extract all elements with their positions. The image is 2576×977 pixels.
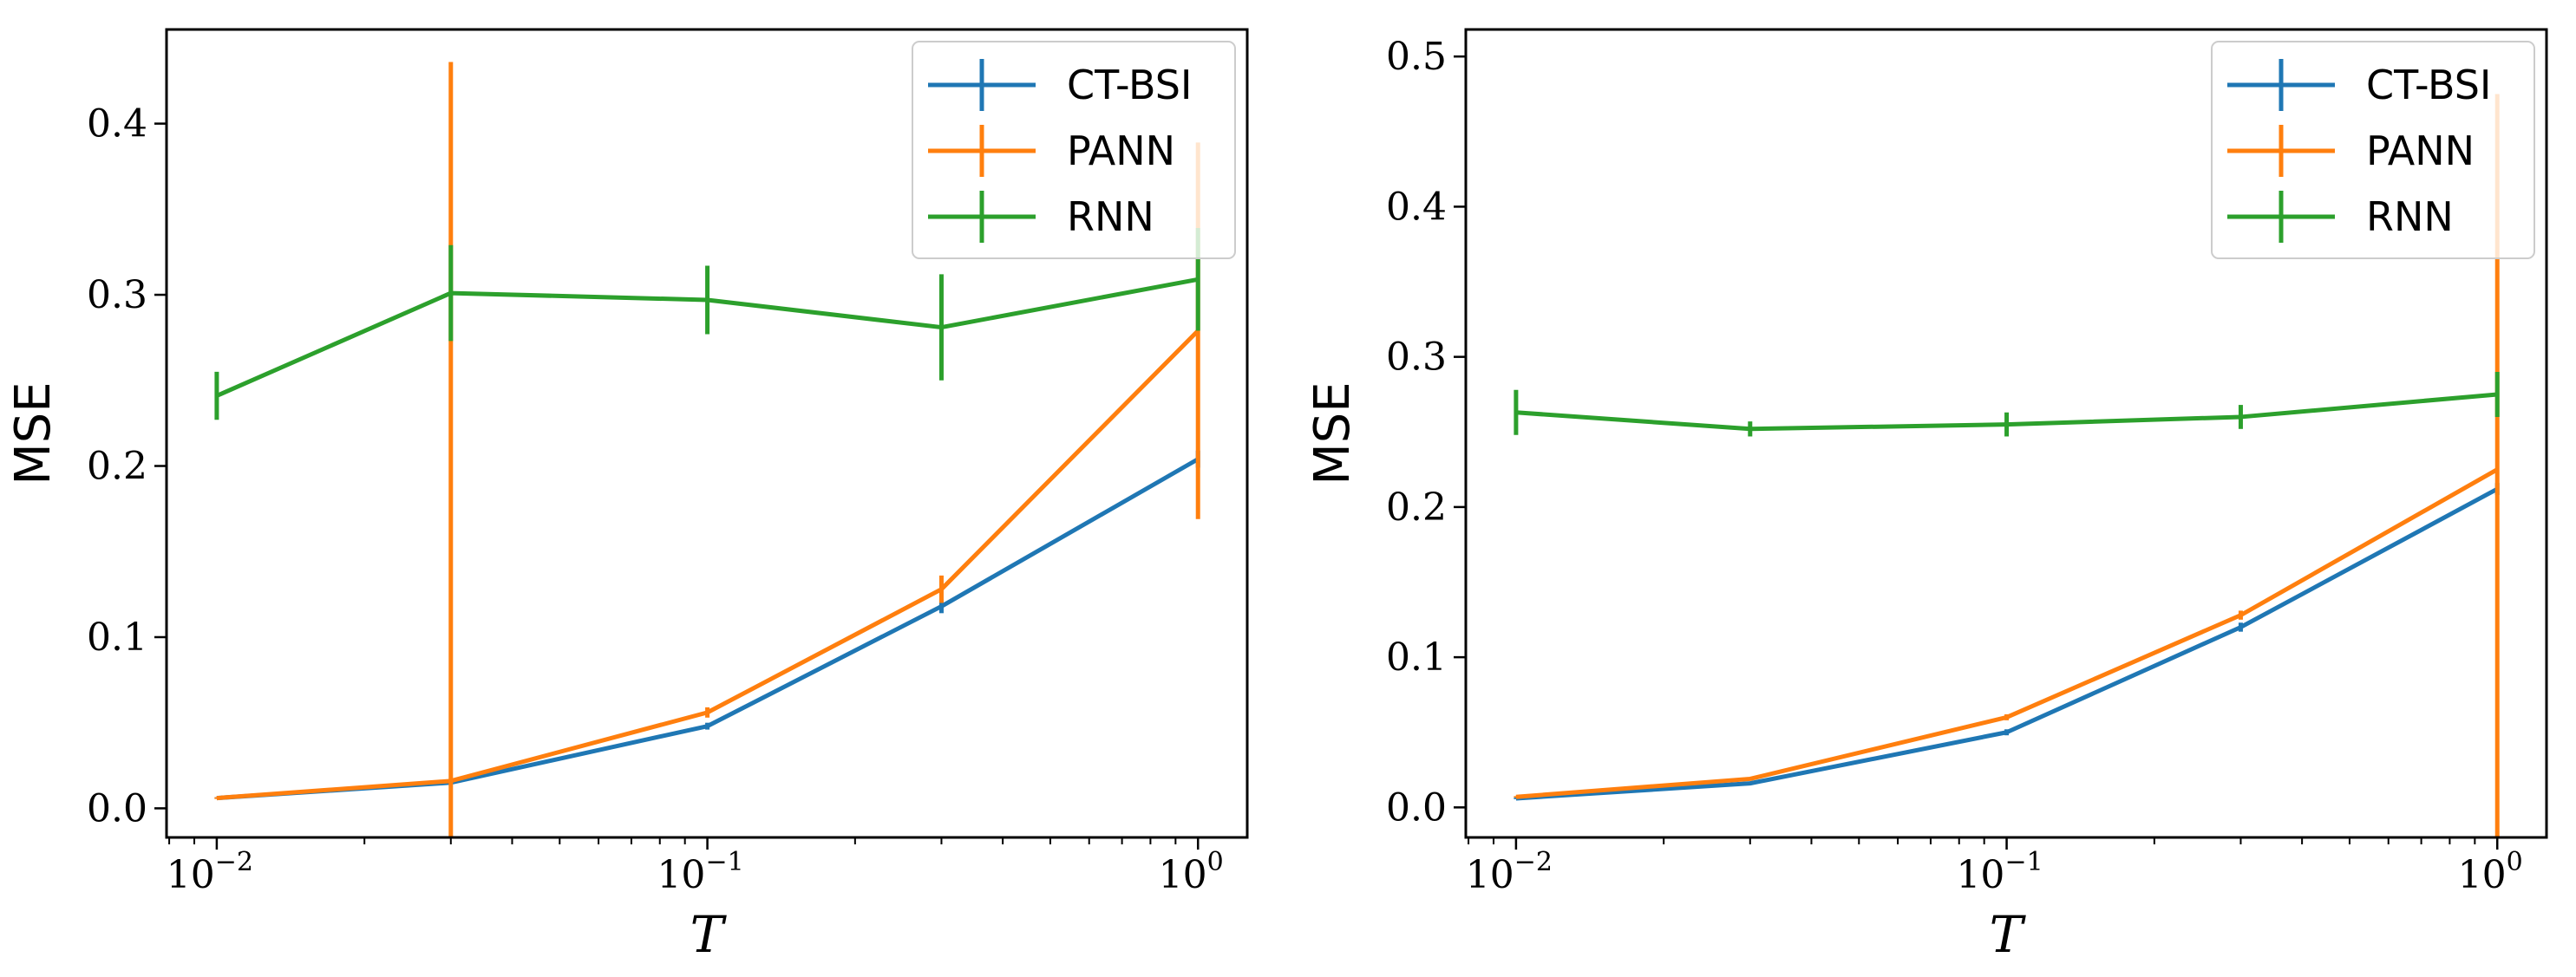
x-tick-label: 10−1	[1956, 847, 2043, 897]
legend-frame	[912, 41, 1236, 259]
legend-label: RNN	[2366, 193, 2454, 240]
y-tick-label: 0.5	[1386, 35, 1447, 79]
y-tick-label: 0.1	[1386, 635, 1447, 680]
x-tick-label: 10−1	[657, 847, 743, 897]
legend-frame	[2211, 41, 2535, 259]
y-axis-label: MSE	[1304, 381, 1361, 485]
x-tick-label: 100	[1159, 847, 1224, 897]
y-tick-label: 0.2	[1386, 485, 1447, 530]
x-tick-label: 100	[2458, 847, 2523, 897]
legend-label: PANN	[1067, 127, 1175, 174]
x-axis-label: T	[690, 905, 728, 964]
y-tick-label: 0.3	[87, 273, 147, 317]
x-tick-label: 10−2	[1466, 847, 1553, 897]
legend-label: PANN	[2366, 127, 2475, 174]
legend: CT-BSI PANN RNN	[912, 41, 1236, 259]
y-tick-label: 0.4	[87, 102, 147, 147]
y-tick-label: 0.1	[87, 616, 147, 660]
legend-label: CT-BSI	[2366, 62, 2491, 108]
legend: CT-BSI PANN RNN	[2211, 41, 2535, 259]
y-axis-label: MSE	[5, 381, 62, 485]
axes-frame	[165, 28, 1249, 839]
axes-frame	[1464, 28, 2548, 839]
series-line-ct-bsi	[216, 457, 1200, 801]
legend-label: RNN	[1067, 193, 1154, 240]
x-tick-label: 10−2	[167, 847, 253, 897]
series-line-pann	[1515, 467, 2499, 799]
y-tick-label: 0.2	[87, 445, 147, 489]
y-tick-label: 0.0	[1386, 785, 1447, 830]
y-tick-label: 0.3	[1386, 335, 1447, 380]
chart-panel-2: 10−2 10−1 100 0.0 0.1 0.2 0.3 0.4 0.5 T MSE CT-BSI P…	[1304, 28, 2548, 964]
x-axis-label: T	[1990, 905, 2027, 964]
chart-panel-1: 10−2 10−1 100 0.0 0.1 0.2 0.3 0.4 T MSE CT-BSI PANN…	[5, 28, 1249, 964]
series-line-ct-bsi	[1515, 486, 2499, 801]
legend-label: CT-BSI	[1067, 62, 1192, 108]
y-tick-label: 0.4	[1386, 185, 1447, 229]
y-tick-label: 0.0	[87, 786, 147, 830]
